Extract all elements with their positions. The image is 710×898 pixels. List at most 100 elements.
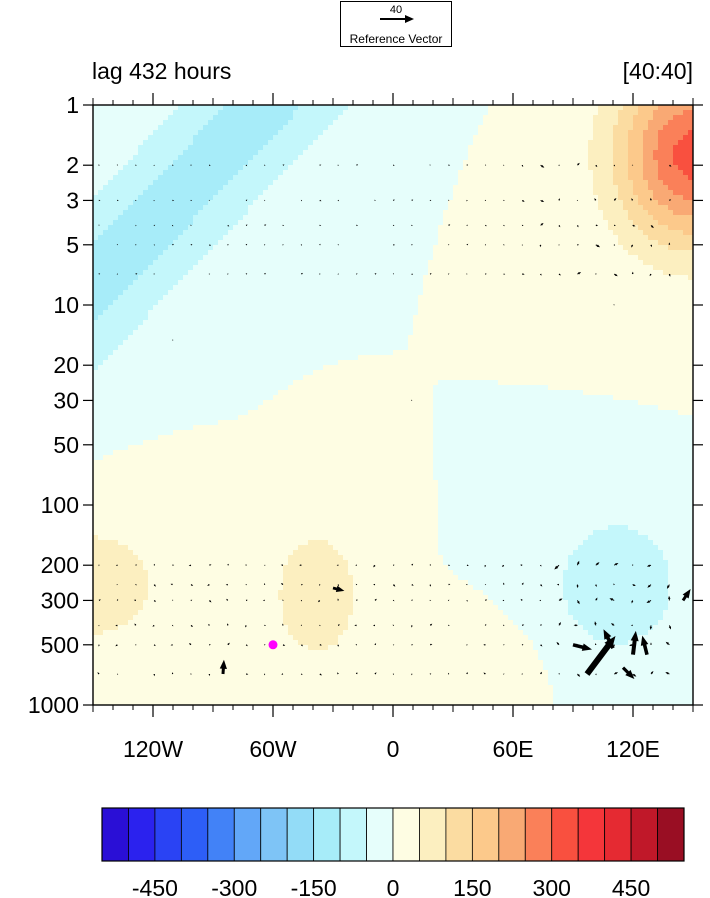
field-cell xyxy=(448,290,454,296)
field-cell xyxy=(498,170,504,176)
field-cell xyxy=(283,170,289,176)
field-cell xyxy=(408,120,414,126)
field-cell xyxy=(288,200,294,206)
field-cell xyxy=(553,135,559,141)
field-cell xyxy=(313,140,319,146)
field-cell xyxy=(103,120,109,126)
field-cell xyxy=(408,225,414,231)
field-cell xyxy=(373,235,379,241)
field-cell xyxy=(658,130,664,136)
field-cell xyxy=(583,255,589,261)
field-cell xyxy=(168,285,174,291)
field-cell xyxy=(223,240,229,246)
field-cell xyxy=(678,190,684,196)
field-cell xyxy=(363,145,369,151)
field-cell xyxy=(268,125,274,131)
field-cell xyxy=(348,150,354,156)
field-cell xyxy=(368,150,374,156)
field-cell xyxy=(323,220,329,226)
field-cell xyxy=(213,230,219,236)
field-cell xyxy=(418,155,424,161)
field-cell xyxy=(493,290,499,296)
field-cell xyxy=(678,295,684,301)
field-cell xyxy=(303,180,309,186)
field-cell xyxy=(673,215,679,221)
field-cell xyxy=(153,110,159,116)
field-cell xyxy=(613,300,619,306)
field-cell xyxy=(103,140,109,146)
field-cell xyxy=(368,170,374,176)
field-cell xyxy=(468,230,474,236)
field-cell xyxy=(103,185,109,191)
field-cell xyxy=(658,270,664,276)
field-cell xyxy=(418,310,424,316)
field-cell xyxy=(653,245,659,251)
field-cell xyxy=(618,160,624,166)
field-cell xyxy=(268,150,274,156)
field-cell xyxy=(588,305,594,311)
field-cell xyxy=(553,235,559,241)
field-cell xyxy=(503,220,509,226)
field-cell xyxy=(143,235,149,241)
field-cell xyxy=(248,115,254,121)
field-cell xyxy=(408,255,414,261)
field-cell xyxy=(403,260,409,266)
field-cell xyxy=(98,220,104,226)
field-cell xyxy=(673,195,679,201)
field-cell xyxy=(173,265,179,271)
field-cell xyxy=(598,160,604,166)
field-cell xyxy=(313,215,319,221)
field-cell xyxy=(198,310,204,316)
field-cell xyxy=(493,130,499,136)
field-cell xyxy=(503,250,509,256)
field-cell xyxy=(293,290,299,296)
field-cell xyxy=(218,145,224,151)
field-cell xyxy=(513,245,519,251)
field-cell xyxy=(668,155,674,161)
field-cell xyxy=(573,230,579,236)
field-cell xyxy=(293,130,299,136)
field-cell xyxy=(193,295,199,301)
field-cell xyxy=(443,150,449,156)
field-cell xyxy=(108,295,114,301)
field-cell xyxy=(163,265,169,271)
field-cell xyxy=(443,120,449,126)
field-cell xyxy=(133,310,139,316)
field-cell xyxy=(163,250,169,256)
field-cell xyxy=(368,125,374,131)
field-cell xyxy=(608,165,614,171)
field-cell xyxy=(608,190,614,196)
field-cell xyxy=(233,260,239,266)
field-cell xyxy=(553,140,559,146)
field-cell xyxy=(128,215,134,221)
field-cell xyxy=(318,135,324,141)
field-cell xyxy=(433,215,439,221)
field-cell xyxy=(348,240,354,246)
field-cell xyxy=(593,305,599,311)
field-cell xyxy=(313,230,319,236)
field-cell xyxy=(348,310,354,316)
field-cell xyxy=(508,180,514,186)
field-cell xyxy=(533,270,539,276)
field-cell xyxy=(653,295,659,301)
field-cell xyxy=(558,225,564,231)
field-cell xyxy=(223,110,229,116)
field-cell xyxy=(653,235,659,241)
field-cell xyxy=(98,120,104,126)
field-cell xyxy=(378,120,384,126)
field-cell xyxy=(563,255,569,261)
field-cell xyxy=(588,110,594,116)
field-cell xyxy=(418,300,424,306)
field-cell xyxy=(653,145,659,151)
field-cell xyxy=(243,150,249,156)
field-cell xyxy=(388,180,394,186)
field-cell xyxy=(118,280,124,286)
field-cell xyxy=(483,240,489,246)
field-cell xyxy=(183,170,189,176)
field-cell xyxy=(98,270,104,276)
field-cell xyxy=(678,260,684,266)
field-cell xyxy=(138,190,144,196)
field-cell xyxy=(683,285,689,291)
field-cell xyxy=(163,120,169,126)
field-cell xyxy=(228,200,234,206)
